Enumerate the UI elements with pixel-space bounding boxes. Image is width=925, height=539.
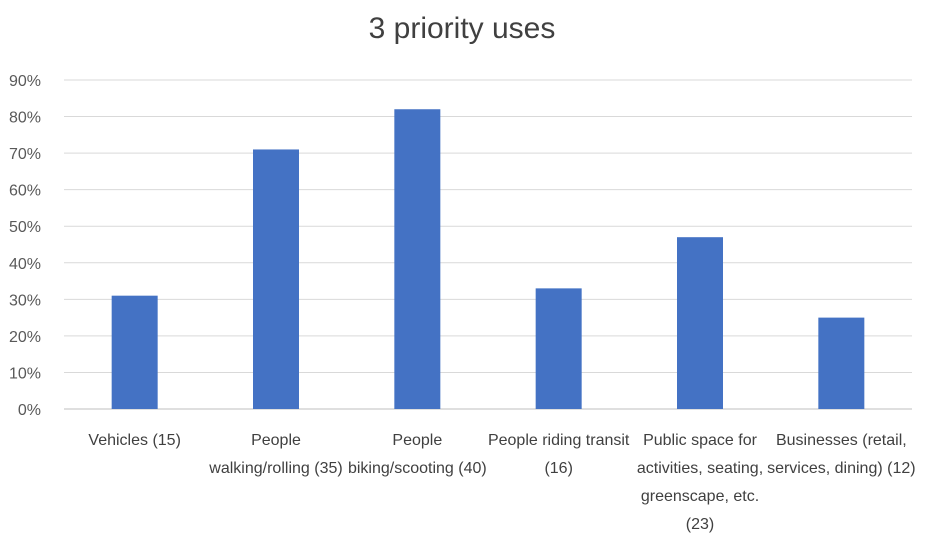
bar (253, 149, 299, 409)
y-tick-label: 60% (9, 183, 41, 200)
bar (677, 237, 723, 409)
y-tick-label: 40% (9, 256, 41, 273)
y-tick-label: 10% (9, 365, 41, 382)
x-tick-label: Businesses (retail, (776, 432, 907, 449)
y-tick-label: 20% (9, 329, 41, 346)
x-tick-label: Public space for (643, 432, 758, 449)
bar (111, 295, 158, 409)
x-tick-label: activities, seating, (637, 460, 763, 477)
x-axis-category-labels: Vehicles (15) People walking/rolling (35) P… (88, 432, 915, 533)
bar (394, 109, 441, 409)
x-tick-label: greenscape, etc. (641, 488, 759, 505)
x-tick-label: People riding transit (488, 432, 630, 449)
bar (818, 317, 865, 409)
x-tick-label: (16) (544, 460, 572, 477)
x-tick-label: services, dining) (12) (767, 460, 916, 477)
gridlines (64, 79, 912, 410)
y-tick-label: 30% (9, 292, 41, 309)
y-tick-label: 70% (9, 146, 41, 163)
bar (535, 288, 582, 409)
x-tick-label: biking/scooting (40) (348, 460, 487, 477)
y-tick-label: 50% (9, 219, 41, 236)
x-tick-label: People (251, 432, 301, 449)
x-tick-label: (23) (686, 516, 714, 533)
y-tick-label: 80% (9, 110, 41, 127)
y-axis-tick-labels: 0% 10% 20% 30% 40% 50% 60% 70% 80% 90% (9, 73, 41, 419)
x-tick-label: walking/rolling (35) (208, 460, 342, 477)
x-tick-label: People (392, 432, 442, 449)
chart-title: 3 priority uses (369, 12, 556, 45)
x-tick-label: Vehicles (15) (88, 432, 181, 449)
bars (111, 109, 865, 409)
y-tick-label: 90% (9, 73, 41, 90)
y-tick-label: 0% (18, 402, 41, 419)
